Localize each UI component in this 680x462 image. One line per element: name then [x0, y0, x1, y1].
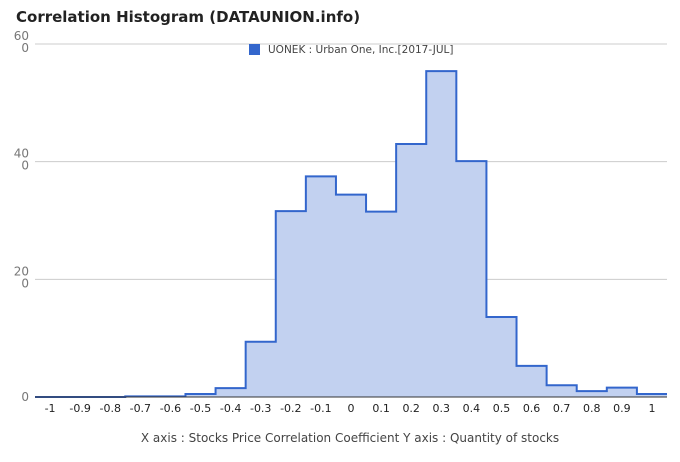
x-tick-label: 0.4 — [463, 402, 481, 415]
x-tick-label: -0.5 — [190, 402, 211, 415]
histogram-bin — [517, 366, 547, 397]
x-tick-label: -0.8 — [100, 402, 121, 415]
legend-swatch — [249, 44, 260, 55]
x-tick-label: -0.4 — [220, 402, 241, 415]
chart-title: Correlation Histogram (DATAUNION.info) — [16, 8, 361, 26]
x-tick-label: 0.7 — [553, 402, 571, 415]
x-tick-label: -0.9 — [69, 402, 90, 415]
x-tick-label: 0.8 — [583, 402, 601, 415]
x-tick-label: 1 — [648, 402, 655, 415]
y-tick-label: 40 0 — [14, 147, 29, 173]
x-tick-label: 0.1 — [372, 402, 390, 415]
histogram-bin — [426, 71, 456, 397]
x-tick-label: -0.6 — [160, 402, 181, 415]
x-tick-label: -1 — [45, 402, 56, 415]
legend-label: UONEK : Urban One, Inc.[2017-JUL] — [268, 44, 453, 56]
histogram-bin — [456, 161, 486, 397]
y-tick-label: 0 — [21, 390, 29, 404]
histogram-bin — [336, 195, 366, 397]
y-tick-label: 20 0 — [14, 264, 29, 290]
histogram-bin — [577, 391, 607, 397]
histogram-bin — [547, 385, 577, 397]
x-tick-label: -0.7 — [130, 402, 151, 415]
histogram-bin — [396, 144, 426, 397]
x-tick-label: -0.3 — [250, 402, 271, 415]
x-tick-label: 0.6 — [523, 402, 541, 415]
histogram-bin — [216, 388, 246, 397]
histogram-area — [35, 71, 667, 398]
x-tick-label: -0.1 — [310, 402, 331, 415]
x-tick-label: 0.3 — [433, 402, 451, 415]
histogram-bin — [366, 212, 396, 397]
histogram-bin — [607, 388, 637, 397]
y-tick-label: 60 0 — [14, 29, 29, 55]
histogram-bin — [246, 342, 276, 397]
x-axis-title: X axis : Stocks Price Correlation Coeffi… — [141, 431, 559, 445]
histogram-bin — [306, 176, 336, 397]
x-tick-label: 0.5 — [493, 402, 511, 415]
histogram-bin — [276, 211, 306, 397]
histogram-bin — [486, 317, 516, 397]
x-tick-label: 0.9 — [613, 402, 631, 415]
x-tick-label: 0 — [348, 402, 355, 415]
histogram-line — [35, 70, 667, 398]
x-tick-label: -0.2 — [280, 402, 301, 415]
x-tick-label: 0.2 — [402, 402, 420, 415]
